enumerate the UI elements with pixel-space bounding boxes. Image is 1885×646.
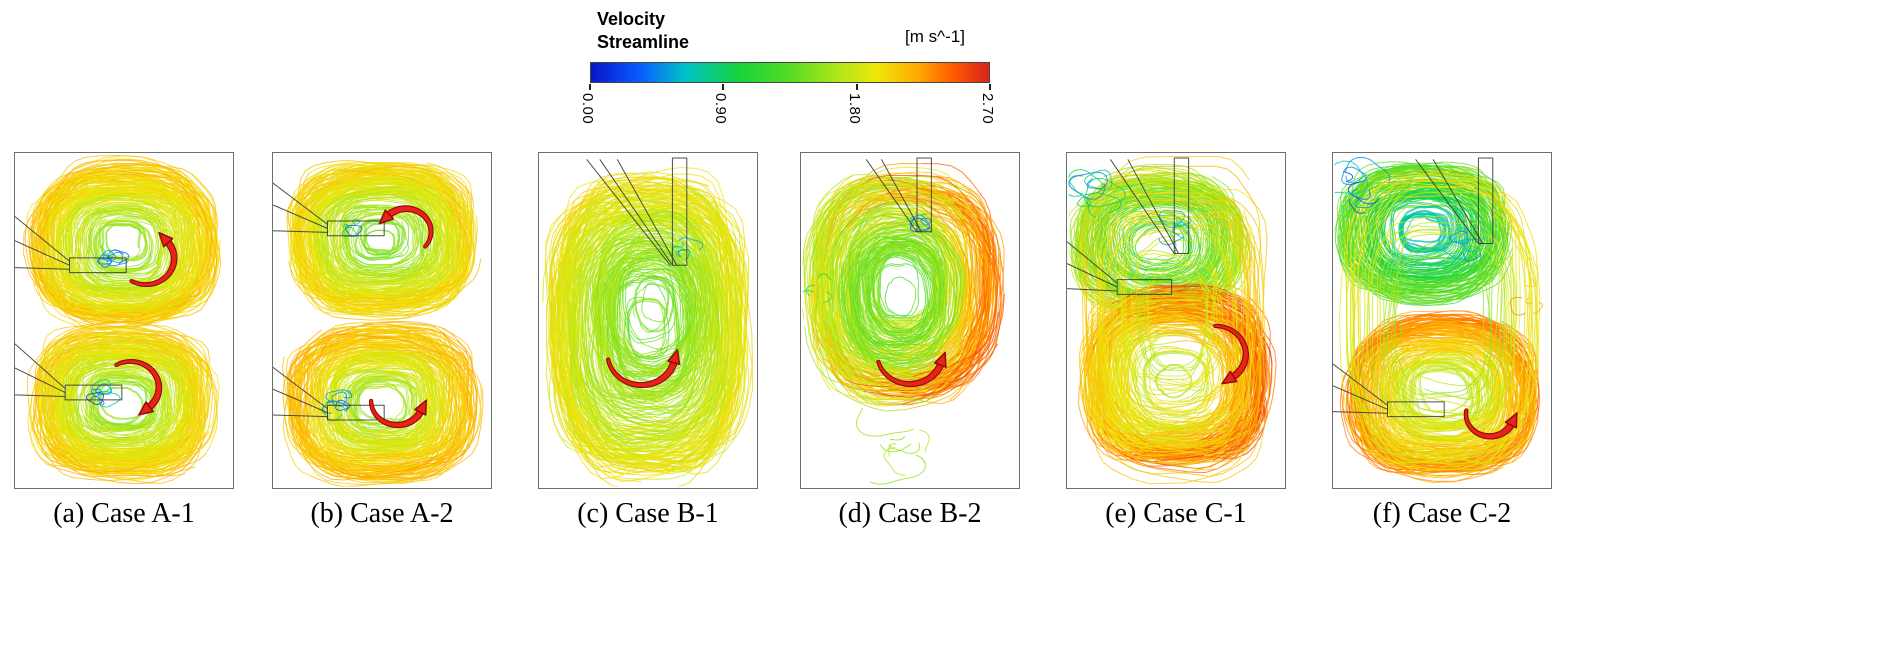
panel-caption: (d) Case B-2 xyxy=(838,498,982,529)
colorbar-gradient xyxy=(590,62,990,83)
panel-case-c-2: (f) Case C-2 xyxy=(1332,152,1552,530)
plot-frame xyxy=(538,152,758,489)
colorbar-title-line2: Streamline xyxy=(597,32,690,53)
colorbar-tick xyxy=(589,84,591,90)
panel-case-b-1: (c) Case B-1 xyxy=(538,152,758,530)
panel-case-c-1: (e) Case C-1 xyxy=(1066,152,1286,530)
panel-caption: (f) Case C-2 xyxy=(1372,498,1512,529)
panel-case-b-2: (d) Case B-2 xyxy=(800,152,1020,530)
colorbar-tick xyxy=(722,84,724,90)
plot-frame xyxy=(14,152,234,489)
plot-frame xyxy=(800,152,1020,489)
panel-caption: (a) Case A-1 xyxy=(53,498,195,529)
colorbar-title-line1: Velocity xyxy=(597,9,666,29)
streamline-canvas xyxy=(1333,153,1551,488)
colorbar-tick-label: 0.90 xyxy=(712,93,729,125)
streamline-canvas xyxy=(539,153,757,488)
panel-caption: (c) Case B-1 xyxy=(577,498,719,529)
colorbar-tick xyxy=(989,84,991,90)
plot-frame xyxy=(1066,152,1286,489)
panel-case-a-2: (b) Case A-2 xyxy=(272,152,492,530)
colorbar-tick-label: 2.70 xyxy=(979,93,996,125)
streamline-canvas xyxy=(273,153,491,488)
colorbar-tick-label: 1.80 xyxy=(846,93,863,125)
colorbar-tick-label: 0.00 xyxy=(579,93,596,125)
streamline-canvas xyxy=(15,153,233,488)
panel-case-a-1: (a) Case A-1 xyxy=(14,152,234,530)
panel-caption: (e) Case C-1 xyxy=(1105,498,1247,529)
colorbar-tick xyxy=(856,84,858,90)
plot-frame xyxy=(1332,152,1552,489)
plot-frame xyxy=(272,152,492,489)
streamline-canvas xyxy=(801,153,1019,488)
panel-caption: (b) Case A-2 xyxy=(310,498,454,529)
colorbar-units: [m s^-1] xyxy=(905,27,965,46)
colorbar-title: Velocity Streamline xyxy=(597,8,689,55)
streamline-canvas xyxy=(1067,153,1285,488)
